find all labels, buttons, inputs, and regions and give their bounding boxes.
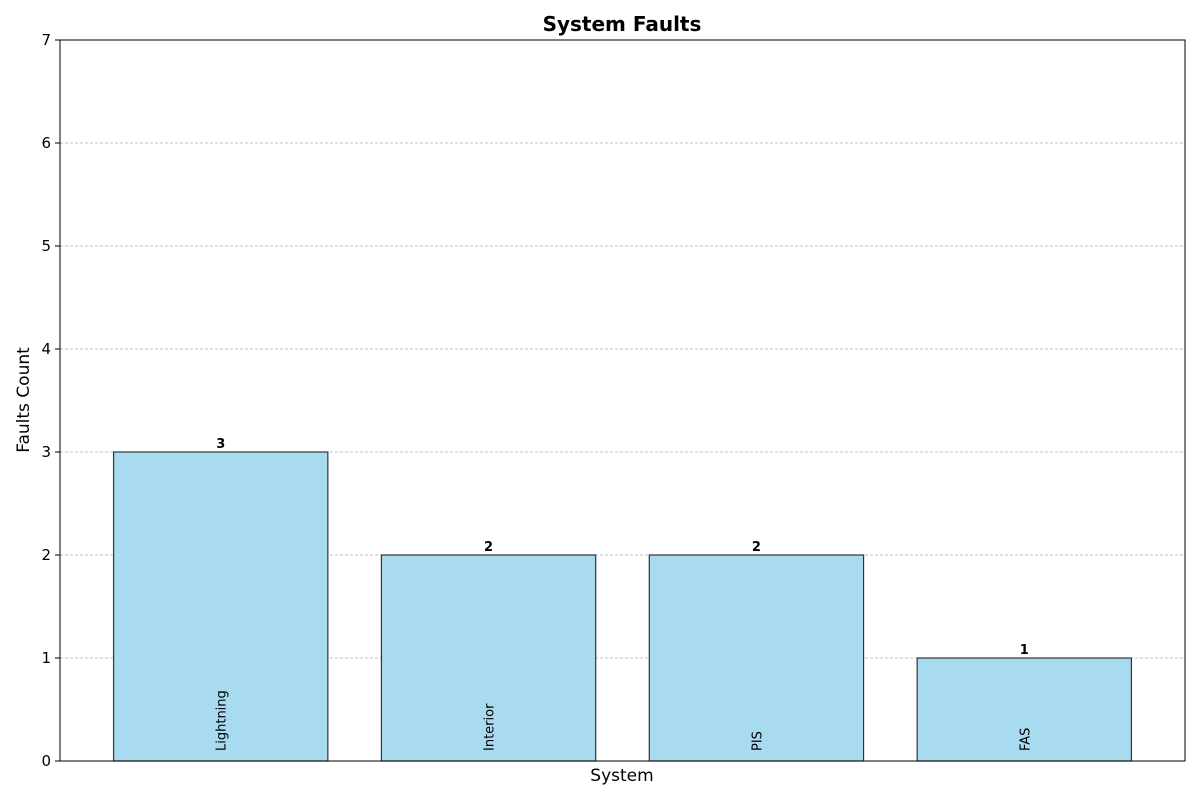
bar-value-label: 3: [216, 437, 225, 452]
category-label: PIS: [750, 731, 765, 751]
category-label: Lightning: [215, 690, 230, 751]
bar-fas: [916, 657, 1133, 762]
bar-value-label: 2: [752, 540, 761, 555]
bar-interior: [380, 554, 597, 762]
category-label: FAS: [1018, 728, 1033, 751]
bars: [112, 451, 1133, 762]
bar-pis: [648, 554, 865, 762]
plot-frame: [59, 39, 1186, 762]
y-tick-label: 6: [41, 134, 51, 152]
category-label: Interior: [483, 703, 498, 751]
bar-lightning: [112, 451, 329, 762]
y-tick-label: 4: [41, 340, 51, 358]
y-tick-label: 0: [41, 752, 51, 770]
x-axis-label: System: [590, 766, 653, 786]
y-tick-label: 1: [41, 649, 51, 667]
chart-title: System Faults: [543, 12, 702, 36]
y-axis-ticks: 0 1 2 3 4 5 6 7: [41, 31, 60, 770]
y-tick-label: 7: [41, 31, 51, 49]
y-tick-label: 2: [41, 546, 51, 564]
bar-value-label: 1: [1020, 643, 1029, 658]
y-tick-label: 5: [41, 237, 51, 255]
bar-value-label: 2: [484, 540, 493, 555]
y-axis-label: Faults Count: [14, 347, 34, 453]
data-labels: 3 Lightning 2 Interior 2 PIS 1 FAS: [215, 437, 1034, 751]
y-tick-label: 3: [41, 443, 51, 461]
